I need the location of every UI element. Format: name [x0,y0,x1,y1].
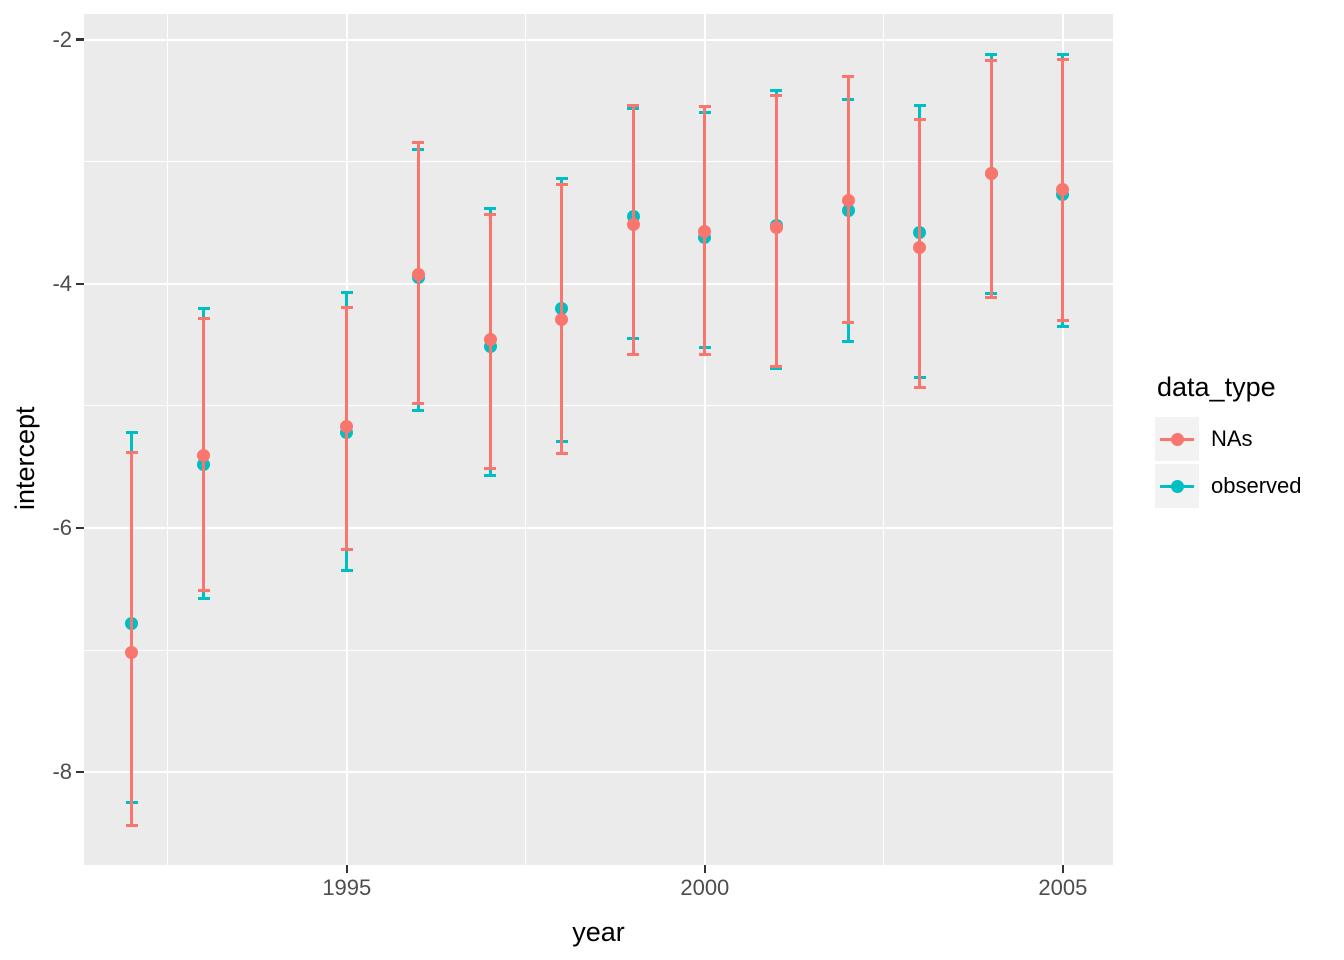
pointrange-observed-1996-cap-bottom [412,409,425,413]
pointrange-NAs-2005-point [1056,183,1070,197]
pointrange-NAs-1993-cap-top [197,316,210,320]
y-axis-title: intercept [10,406,40,510]
legend-title: data_type [1157,372,1276,402]
pointrange-NAs-2005-cap-top [1056,57,1069,61]
gridline-major-x [1061,14,1064,865]
pointrange-NAs-1996-cap-bottom [412,401,425,405]
gridline-minor-y [84,405,1113,407]
pointrange-NAs-2000-cap-top [698,105,711,109]
x-tick-label: 2005 [1038,875,1088,900]
gridline-major-y [84,771,1113,774]
pointrange-NAs-2003-cap-bottom [913,386,926,390]
pointrange-NAs-2005-cap-bottom [1056,318,1069,322]
pointrange-observed-1993-cap-bottom [197,597,210,601]
pointrange-NAs-1993-cap-bottom [197,588,210,592]
y-axis-tick [76,282,84,286]
pointrange-NAs-2002-cap-top [842,74,855,78]
pointrange-NAs-1992-cap-top [125,450,138,454]
x-axis-title: year [572,917,625,947]
gridline-minor-x [167,14,169,865]
pointrange-NAs-2000-cap-bottom [698,353,711,357]
y-axis-tick [76,38,84,41]
pointrange-NAs-1998-cap-bottom [555,452,568,456]
pointrange-NAs-2004-cap-top [985,58,998,62]
pointrange-observed-2005-cap-bottom [1056,325,1069,329]
pointrange-NAs-1995-point [340,420,354,434]
pointrange-observed-1997-cap-bottom [484,474,496,478]
pointrange-NAs-1992-point [125,646,139,660]
pointrange-observed-2003-cap-top [913,104,926,108]
pointrange-NAs-2001-cap-top [770,94,783,98]
gridline-minor-x [525,14,527,865]
point-dot-icon [1170,479,1184,493]
y-axis-tick [76,526,84,530]
legend-label-observed: observed [1211,473,1302,498]
gridline-major-y [84,38,1113,41]
legend-entry-observed: observed [1155,464,1302,508]
pointrange-NAs-2002-cap-bottom [842,321,855,325]
y-tick-label: -8 [52,759,72,785]
plot-panel [84,14,1113,865]
pointrange-NAs-2002-point [841,194,855,208]
pointrange-NAs-1997-cap-top [484,212,496,216]
gridline-major-y [84,527,1113,530]
pointrange-observed-1998-cap-top [555,177,568,181]
pointrange-observed-1997-cap-top [484,206,496,210]
pointrange-observed-2002-cap-bottom [842,339,855,343]
pointrange-observed-1992-cap-top [125,431,138,435]
y-tick-label: -4 [52,270,72,296]
pointrange-NAs-1999-cap-bottom [627,353,640,357]
pointrange-NAs-2001-point [769,221,783,235]
pointrange-NAs-1992-cap-bottom [125,824,138,828]
pointrange-NAs-1999-cap-top [627,104,640,108]
pointrange-observed-2005-cap-top [1056,52,1069,56]
y-tick-label: -6 [52,515,72,541]
pointrange-NAs-1996-point [411,267,425,281]
x-axis-tick [1061,865,1065,873]
pointrange-NAs-1998-cap-top [555,183,568,187]
legend-label-nas: NAs [1211,426,1253,451]
y-axis-tick [76,770,84,774]
pointrange-NAs-2000-point [698,224,712,238]
pointrange-NAs-1998-point [555,312,569,326]
gridline-major-x [703,14,706,865]
pointrange-NAs-1995-cap-bottom [340,548,353,552]
y-tick-label: -2 [52,26,72,52]
pointrange-NAs-1993-point [197,449,211,463]
pointrange-NAs-1995-cap-top [340,305,353,309]
legend: data_type NAs observed [1155,374,1302,511]
pointrange-NAs-1997-point [483,333,497,347]
x-tick-label: 1995 [322,875,372,900]
pointrange-observed-1995-cap-top [340,290,353,294]
pointrange-NAs-1996-cap-top [412,140,425,144]
point-dot-icon [1170,432,1184,446]
pointrange-NAs-1997-cap-bottom [484,466,496,470]
legend-entry-nas: NAs [1155,417,1302,461]
x-tick-label: 2000 [680,875,730,900]
pointrange-observed-2004-cap-top [985,52,998,56]
pointrange-NAs-2004-cap-bottom [985,295,998,299]
pointrange-NAs-2003-point [913,240,927,254]
legend-key-nas [1155,417,1199,461]
pointrange-observed-1993-cap-top [197,306,210,310]
x-axis-tick [345,865,349,873]
pointrange-NAs-2004-point [984,167,998,181]
pointrange-NAs-1999-point [626,217,640,231]
pointrange-NAs-2003-cap-top [913,117,926,121]
legend-key-observed [1155,464,1199,508]
pointrange-NAs-1992-range [130,452,134,826]
pointrange-NAs-2001-cap-bottom [770,365,783,369]
gridline-major-y [84,282,1113,285]
pointrange-observed-2001-cap-top [770,89,783,93]
gridline-minor-y [84,161,1113,163]
x-axis-tick [703,865,707,873]
gridline-minor-x [883,14,885,865]
gridline-minor-y [84,649,1113,651]
pointrange-observed-1995-cap-bottom [340,569,353,573]
